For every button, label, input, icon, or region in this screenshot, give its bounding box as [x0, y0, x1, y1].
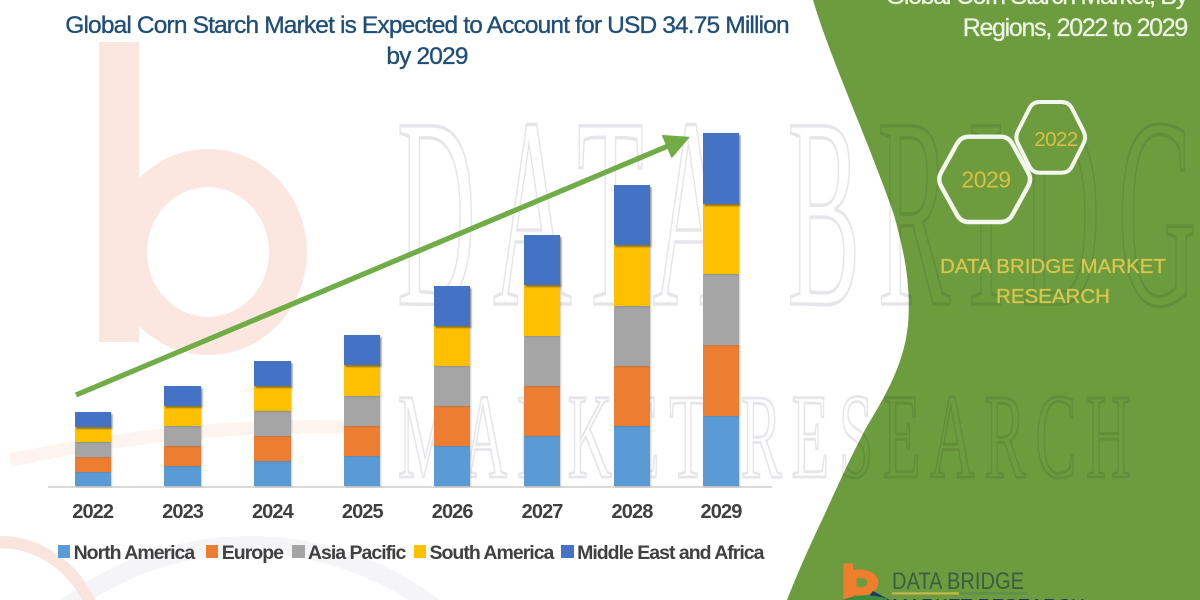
svg-text:MARKET RESEARCH: MARKET RESEARCH: [398, 369, 1140, 504]
svg-text:MARKET RESEARCH: MARKET RESEARCH: [892, 596, 1085, 600]
svg-text:2022: 2022: [1034, 128, 1078, 151]
svg-text:DATA BRIDGE: DATA BRIDGE: [892, 568, 1024, 595]
svg-text:2029: 2029: [961, 167, 1010, 193]
